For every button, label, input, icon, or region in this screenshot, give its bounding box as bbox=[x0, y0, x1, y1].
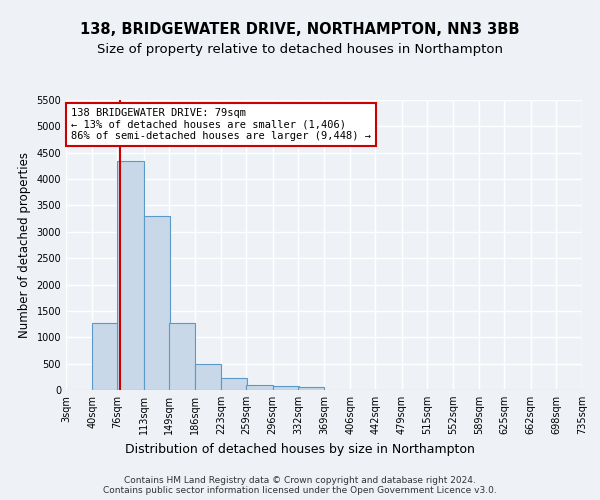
Bar bbox=[143, 216, 170, 390]
Bar bbox=[169, 322, 195, 390]
Text: 138, BRIDGEWATER DRIVE, NORTHAMPTON, NN3 3BB: 138, BRIDGEWATER DRIVE, NORTHAMPTON, NN3… bbox=[80, 22, 520, 38]
Bar bbox=[221, 378, 247, 390]
Bar bbox=[118, 161, 143, 390]
Text: Size of property relative to detached houses in Northampton: Size of property relative to detached ho… bbox=[97, 42, 503, 56]
Bar bbox=[298, 387, 324, 390]
Text: Distribution of detached houses by size in Northampton: Distribution of detached houses by size … bbox=[125, 442, 475, 456]
Bar bbox=[195, 364, 221, 390]
Text: 138 BRIDGEWATER DRIVE: 79sqm
← 13% of detached houses are smaller (1,406)
86% of: 138 BRIDGEWATER DRIVE: 79sqm ← 13% of de… bbox=[71, 108, 371, 141]
Bar bbox=[272, 386, 299, 390]
Bar bbox=[92, 323, 118, 390]
Text: Contains HM Land Registry data © Crown copyright and database right 2024.
Contai: Contains HM Land Registry data © Crown c… bbox=[103, 476, 497, 495]
Y-axis label: Number of detached properties: Number of detached properties bbox=[18, 152, 31, 338]
Bar bbox=[247, 385, 272, 390]
